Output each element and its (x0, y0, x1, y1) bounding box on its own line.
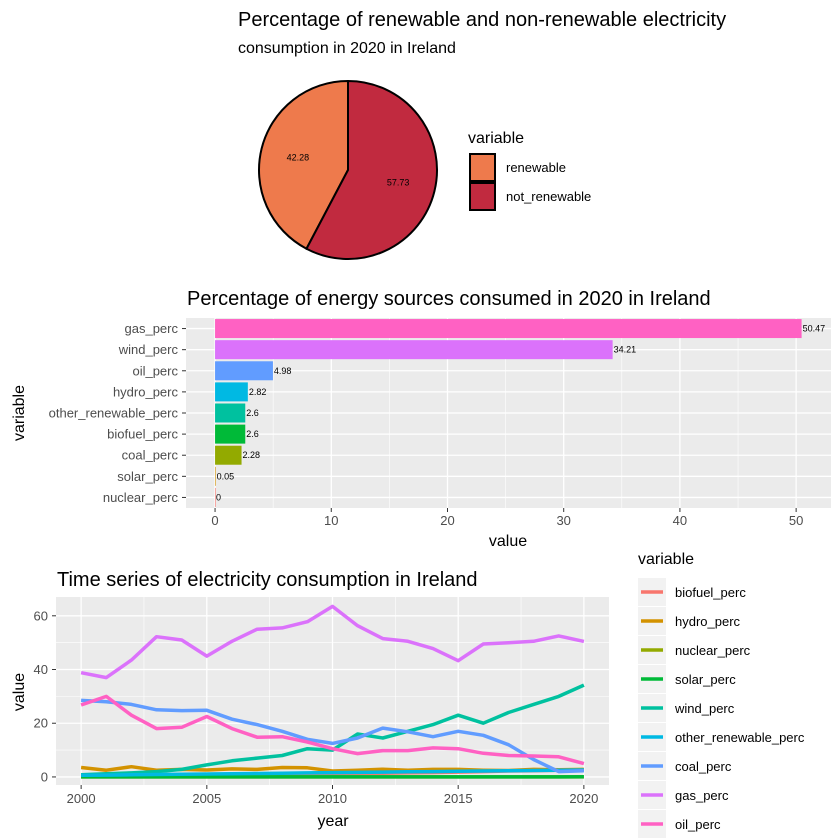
bar-value-label: 50.47 (803, 324, 826, 334)
line-x-tick-label: 2020 (569, 791, 598, 806)
line-series-other-renewable-perc (81, 768, 584, 778)
line-y-tick-label: 40 (34, 662, 48, 677)
bar-category-label: biofuel_perc (107, 427, 178, 442)
pie-value-labels: 42.28 57.73 (287, 153, 410, 188)
pie-slice-not-renewable (305, 79, 438, 260)
bar-category-label: gas_perc (125, 321, 179, 336)
line-legend-label: biofuel_perc (675, 585, 746, 600)
bar-value-label: 2.82 (249, 387, 267, 397)
line-legend-title: variable (638, 551, 694, 568)
bar-category-label: hydro_perc (113, 384, 179, 399)
line-series-oil-perc (80, 694, 585, 766)
bar-x-axis-label: value (489, 533, 527, 550)
line-series-coal-perc (81, 698, 584, 774)
line-x-tick-label: 2010 (318, 791, 347, 806)
line-y-tick-label: 0 (41, 769, 48, 784)
line-legend-label: gas_perc (675, 788, 729, 803)
bar-x-tick-label: 10 (324, 513, 338, 528)
line-x-axis-label: year (317, 813, 349, 830)
line-legend-label: solar_perc (675, 672, 736, 687)
bar-x-tick-label: 30 (556, 513, 570, 528)
bar-gas-perc (215, 319, 802, 339)
line-legend-label: wind_perc (674, 701, 735, 716)
bar-value-label: 0 (216, 492, 221, 502)
line-legend-label: other_renewable_perc (675, 730, 805, 745)
line-legend: biofuel_perc hydro_perc nuclear_perc solar_… (638, 578, 805, 838)
pie-chart-subtitle: consumption in 2020 in Ireland (238, 40, 456, 57)
bar-value-label: 0.05 (217, 471, 235, 481)
bar-category-label: solar_perc (117, 469, 178, 484)
line-x-tick-label: 2005 (192, 791, 221, 806)
line-x-tick-labels: 2000 2005 2010 2015 2020 (67, 785, 598, 806)
pie-legend-key (469, 182, 496, 211)
line-y-tick-label: 20 (34, 716, 48, 731)
bar-x-tick-label: 20 (440, 513, 454, 528)
bar-wind-perc (215, 340, 613, 360)
bar-x-tick-label: 40 (673, 513, 687, 528)
bar-solar-perc (215, 466, 216, 486)
bar-category-label: nuclear_perc (103, 490, 179, 505)
pie-legend: renewable not_renewable (469, 153, 591, 211)
bar-chart-title: Percentage of energy sources consumed in… (187, 288, 711, 310)
bar-coal-perc (215, 445, 242, 465)
pie-legend-key (469, 153, 496, 182)
bar-y-axis-label: variable (11, 385, 28, 441)
line-y-tick-label: 60 (34, 608, 48, 623)
bar-value-label: 34.21 (614, 345, 637, 355)
bar-category-labels: gas_perc wind_perc oil_perc hydro_percother… (49, 321, 186, 505)
bar-chart-panel: Percentage of energy sources consumed in… (11, 288, 831, 550)
bar-category-label: coal_perc (122, 448, 179, 463)
line-y-axis-label: value (11, 673, 28, 711)
bar-x-tick-labels: 0 10 20 30 40 50 (211, 508, 803, 528)
line-legend-label: oil_perc (675, 817, 721, 832)
pie-slices (258, 79, 438, 260)
bar-category-label: wind_perc (118, 342, 179, 357)
bar-x-tick-label: 50 (789, 513, 803, 528)
pie-chart-title: Percentage of renewable and non-renewabl… (238, 9, 726, 31)
pie-slice-renewable (258, 79, 349, 251)
line-chart-title: Time series of electricity consumption i… (57, 569, 478, 591)
bar-value-label: 2.6 (246, 408, 259, 418)
line-y-tick-labels: 0 20 40 60 (34, 608, 56, 784)
bar-value-label: 2.28 (243, 450, 261, 460)
line-series-gas-perc (80, 604, 585, 680)
bar-hydro-perc (215, 382, 248, 402)
bar-category-label: oil_perc (132, 363, 178, 378)
bar-bars: 50.47 34.21 4.98 2.82 2.6 2.6 2.28 0.05 0 (215, 319, 825, 507)
line-legend-label: hydro_perc (675, 614, 741, 629)
bar-x-tick-label: 0 (211, 513, 218, 528)
bar-other-renewable-perc (215, 403, 246, 423)
bar-value-label: 4.98 (274, 366, 292, 376)
bar-nuclear-perc (215, 487, 216, 507)
line-legend-label: nuclear_perc (675, 643, 751, 658)
line-chart-panel: Time series of electricity consumption i… (11, 551, 805, 838)
pie-value-label: 42.28 (287, 153, 310, 163)
line-legend-label: coal_perc (675, 759, 732, 774)
pie-chart-panel: Percentage of renewable and non-renewabl… (238, 9, 726, 260)
bar-oil-perc (215, 361, 273, 381)
pie-legend-label: renewable (506, 160, 566, 175)
pie-legend-title: variable (468, 130, 524, 147)
bar-category-label: other_renewable_perc (49, 406, 179, 421)
line-series (80, 604, 585, 779)
line-x-tick-label: 2000 (67, 791, 96, 806)
line-x-tick-label: 2015 (444, 791, 473, 806)
pie-legend-label: not_renewable (506, 189, 591, 204)
bar-value-label: 2.6 (246, 429, 259, 439)
pie-value-label: 57.73 (387, 177, 410, 187)
bar-biofuel-perc (215, 424, 246, 444)
